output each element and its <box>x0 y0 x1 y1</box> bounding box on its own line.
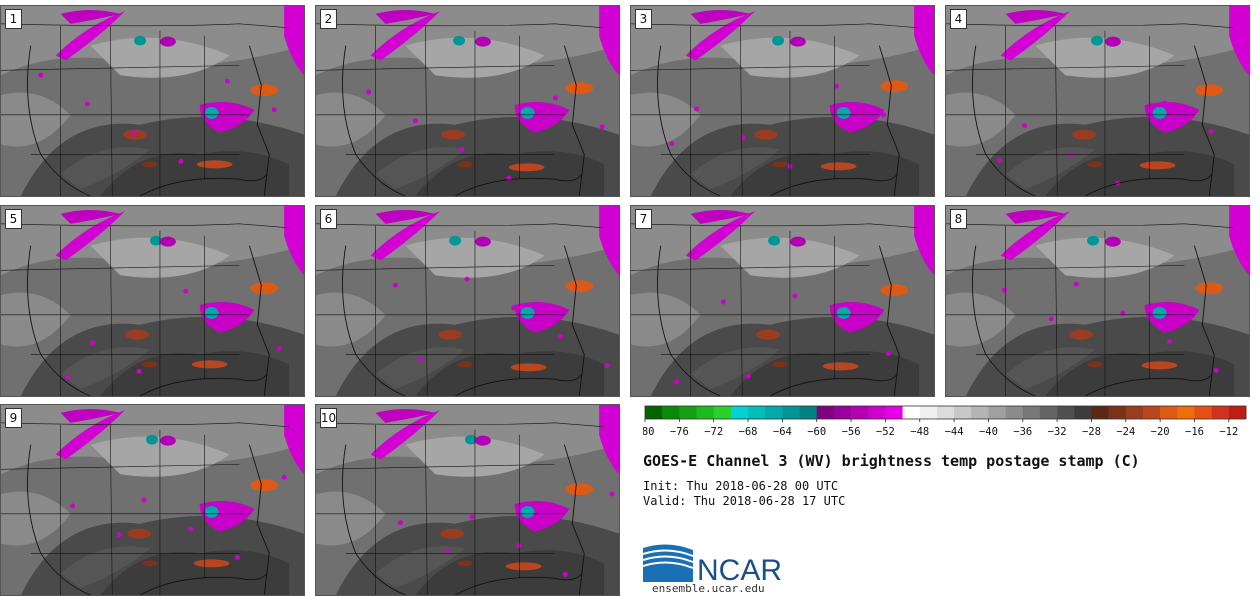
wv-brightness-map <box>316 405 619 595</box>
colorbar-swatch <box>1211 406 1230 419</box>
ncar-logo-text: NCAR <box>697 554 782 585</box>
panel-number: 4 <box>950 9 967 29</box>
colorbar-swatch <box>868 406 886 419</box>
postage-stamp-panel: 2 <box>315 5 620 197</box>
wv-brightness-map <box>316 206 619 396</box>
colorbar-swatch <box>696 406 714 419</box>
wv-brightness-map <box>1 206 304 396</box>
colorbar-tick-label: −36 <box>1013 426 1032 438</box>
colorbar-tick-label: −52 <box>876 426 895 438</box>
colorbar-tick-label: −48 <box>910 426 929 438</box>
colorbar-tick-label: −68 <box>739 426 758 438</box>
colorbar-swatch <box>1160 406 1178 419</box>
chart-title: GOES-E Channel 3 (WV) brightness temp po… <box>643 452 1140 470</box>
wv-brightness-map <box>1 6 304 196</box>
colorbar-swatch <box>971 406 989 419</box>
colorbar-swatch <box>799 406 818 419</box>
postage-stamp-panel: 3 <box>630 5 935 197</box>
init-time: Init: Thu 2018-06-28 00 UTC <box>643 479 839 493</box>
postage-stamp-panel: 1 <box>0 5 305 197</box>
colorbar-tick-label: −56 <box>842 426 861 438</box>
panel-number: 7 <box>635 209 652 229</box>
ncar-logo: NCAR <box>643 544 782 585</box>
colorbar-tick-label: −12 <box>1219 426 1238 438</box>
colorbar-swatch <box>1125 406 1144 419</box>
colorbar-tick-label: −24 <box>1116 426 1135 438</box>
panel-number: 8 <box>950 209 967 229</box>
wv-brightness-map <box>946 206 1249 396</box>
colorbar-swatch <box>919 406 938 419</box>
colorbar-swatch <box>748 406 766 419</box>
colorbar-tick-label: −40 <box>979 426 998 438</box>
colorbar-swatch <box>1228 406 1247 419</box>
logo-url: ensemble.ucar.edu <box>652 582 765 595</box>
colorbar-swatch <box>679 406 697 419</box>
colorbar-tick-label: −76 <box>670 426 689 438</box>
colorbar-swatch <box>1177 406 1195 419</box>
colorbar-swatch <box>1074 406 1092 419</box>
postage-stamp-panel: 6 <box>315 205 620 397</box>
colorbar-swatch <box>782 406 800 419</box>
colorbar-swatch <box>662 406 680 419</box>
colorbar-swatch <box>816 406 835 419</box>
colorbar: −80 −76 −72 −68 −64 −60 −56 −52 −48 −44 −40 −36 −32 −… <box>643 405 1247 438</box>
panel-number: 1 <box>5 9 22 29</box>
colorbar-tick-label: −32 <box>1048 426 1067 438</box>
wv-brightness-map <box>631 206 934 396</box>
postage-stamp-panel: 8 <box>945 205 1250 397</box>
wv-brightness-map <box>316 6 619 196</box>
colorbar-swatch <box>730 406 749 419</box>
postage-stamp-panel: 4 <box>945 5 1250 197</box>
colorbar-tick-label: −60 <box>807 426 826 438</box>
postage-stamp-panel: 10 <box>315 404 620 596</box>
postage-stamp-panel: 9 <box>0 404 305 596</box>
colorbar-swatch <box>1142 406 1161 419</box>
colorbar-swatch <box>954 406 972 419</box>
panel-number: 3 <box>635 9 652 29</box>
colorbar-swatch <box>988 406 1006 419</box>
colorbar-swatch <box>713 406 732 419</box>
panel-number: 2 <box>320 9 337 29</box>
colorbar-tick-label: −80 <box>643 426 654 438</box>
colorbar-tick-label: −28 <box>1082 426 1101 438</box>
colorbar-swatch <box>1194 406 1212 419</box>
colorbar-swatch <box>1039 406 1058 419</box>
colorbar-tick-label: −20 <box>1151 426 1170 438</box>
colorbar-swatch <box>645 406 663 419</box>
postage-stamp-panel: 7 <box>630 205 935 397</box>
panel-number: 6 <box>320 209 337 229</box>
valid-time: Valid: Thu 2018-06-28 17 UTC <box>643 494 846 508</box>
postage-stamp-panel: 5 <box>0 205 305 397</box>
wv-brightness-map <box>631 6 934 196</box>
colorbar-swatch <box>1091 406 1109 419</box>
colorbar-tick-label: −64 <box>773 426 792 438</box>
colorbar-swatch <box>851 406 869 419</box>
wv-brightness-map <box>1 405 304 595</box>
colorbar-tick-label: −72 <box>704 426 723 438</box>
colorbar-swatch <box>902 406 921 419</box>
colorbar-tick-label: −16 <box>1185 426 1204 438</box>
colorbar-swatch <box>1108 406 1127 419</box>
wv-brightness-map <box>946 6 1249 196</box>
colorbar-border <box>644 405 1247 420</box>
panel-number: 10 <box>320 408 337 428</box>
colorbar-swatch <box>1057 406 1075 419</box>
panel-number: 5 <box>5 209 22 229</box>
panel-number: 9 <box>5 408 22 428</box>
colorbar-swatch <box>936 406 955 419</box>
colorbar-swatch <box>1022 406 1041 419</box>
colorbar-swatch <box>1005 406 1024 419</box>
colorbar-swatch <box>833 406 852 419</box>
colorbar-swatch <box>885 406 903 419</box>
colorbar-swatch <box>765 406 783 419</box>
colorbar-tick-label: −44 <box>945 426 964 438</box>
